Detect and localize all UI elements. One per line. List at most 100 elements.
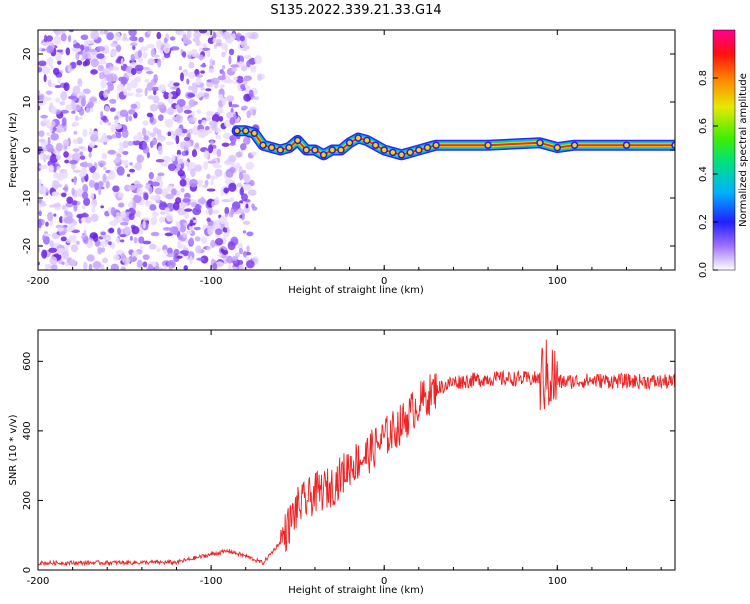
- noise-speckle: [163, 265, 168, 270]
- noise-speckle: [179, 178, 187, 187]
- noise-speckle: [240, 83, 246, 90]
- noise-speckle: [246, 245, 250, 253]
- noise-speckle: [135, 88, 143, 94]
- noise-speckle: [231, 255, 239, 261]
- noise-speckle: [103, 166, 107, 171]
- noise-speckle: [136, 259, 143, 268]
- noise-speckle: [62, 139, 69, 146]
- noise-speckle: [183, 252, 189, 257]
- noise-speckle: [142, 141, 147, 150]
- noise-speckle: [90, 213, 99, 222]
- noise-speckle: [99, 162, 104, 168]
- ridge-point: [622, 141, 631, 149]
- noise-speckle: [49, 256, 58, 265]
- noise-speckle: [83, 261, 88, 270]
- noise-speckle: [107, 121, 112, 126]
- y-tick-label: 10: [22, 96, 33, 109]
- noise-speckle: [108, 170, 116, 180]
- noise-speckle: [134, 93, 143, 98]
- noise-speckle: [210, 239, 216, 248]
- noise-speckle: [123, 88, 128, 96]
- snr-plot-area: [38, 339, 675, 567]
- noise-speckle: [206, 50, 211, 58]
- noise-speckle: [114, 156, 121, 163]
- noise-speckle: [120, 221, 129, 226]
- noise-speckle: [155, 158, 165, 163]
- noise-speckle: [248, 179, 255, 187]
- noise-speckle: [167, 163, 177, 172]
- noise-speckle: [183, 109, 192, 114]
- noise-speckle: [211, 114, 220, 123]
- noise-speckle: [188, 225, 195, 231]
- noise-speckle: [117, 192, 125, 198]
- noise-speckle: [128, 109, 136, 115]
- noise-speckle: [92, 261, 102, 270]
- noise-speckle: [157, 172, 165, 177]
- noise-speckle: [102, 44, 110, 55]
- noise-speckle: [47, 211, 54, 222]
- noise-speckle: [132, 256, 137, 262]
- noise-speckle: [165, 193, 174, 200]
- noise-speckle: [131, 225, 140, 235]
- noise-speckle: [152, 95, 160, 104]
- noise-speckle: [45, 143, 54, 152]
- noise-speckle: [233, 76, 238, 81]
- noise-speckle: [157, 58, 162, 68]
- noise-speckle: [81, 191, 89, 200]
- noise-speckle: [86, 162, 93, 168]
- noise-speckle: [73, 48, 82, 53]
- noise-speckle: [166, 157, 174, 162]
- y-tick-label: -20: [22, 238, 33, 254]
- noise-speckle: [216, 148, 222, 158]
- ridge-point: [570, 141, 579, 149]
- noise-speckle: [192, 125, 199, 136]
- ridge-point: [354, 134, 362, 142]
- noise-speckle: [197, 197, 207, 205]
- noise-speckle: [217, 106, 223, 115]
- noise-speckle: [71, 234, 77, 244]
- noise-speckle: [257, 73, 263, 81]
- noise-speckle: [99, 30, 104, 35]
- noise-speckle: [225, 79, 234, 84]
- noise-speckle: [98, 90, 105, 100]
- noise-speckle: [239, 187, 244, 196]
- noise-speckle: [144, 78, 150, 83]
- ridge-point: [397, 151, 406, 159]
- noise-speckle: [229, 135, 234, 142]
- noise-speckle: [207, 160, 217, 164]
- noise-speckle: [178, 158, 184, 164]
- noise-speckle: [226, 255, 233, 264]
- noise-speckle: [116, 91, 120, 101]
- noise-speckle: [104, 235, 111, 241]
- noise-speckle: [188, 61, 195, 69]
- noise-speckle: [164, 207, 170, 215]
- noise-speckle: [246, 60, 251, 68]
- noise-speckle: [139, 46, 149, 52]
- noise-speckle: [84, 45, 90, 52]
- noise-speckle: [38, 130, 45, 137]
- noise-speckle: [118, 202, 125, 208]
- noise-speckle: [208, 206, 213, 216]
- noise-speckle: [52, 67, 60, 76]
- noise-speckle: [56, 49, 63, 53]
- noise-speckle: [55, 142, 63, 152]
- noise-speckle: [238, 171, 244, 181]
- noise-speckle: [96, 53, 105, 59]
- colorbar-tick-label: 0.0: [698, 262, 709, 278]
- noise-speckle: [238, 247, 243, 255]
- noise-speckle: [251, 151, 257, 157]
- noise-speckle: [149, 204, 157, 211]
- noise-speckle: [73, 176, 77, 186]
- noise-speckle: [176, 163, 182, 170]
- noise-speckle: [216, 30, 223, 38]
- noise-speckle: [103, 91, 108, 98]
- noise-speckle: [101, 152, 108, 160]
- noise-speckle: [142, 254, 150, 260]
- noise-speckle: [246, 231, 254, 237]
- noise-speckle: [110, 206, 117, 216]
- ridge-point: [267, 143, 276, 152]
- noise-speckle: [182, 222, 189, 226]
- noise-speckle: [61, 250, 70, 260]
- noise-speckle: [212, 37, 217, 44]
- noise-speckle: [122, 32, 127, 41]
